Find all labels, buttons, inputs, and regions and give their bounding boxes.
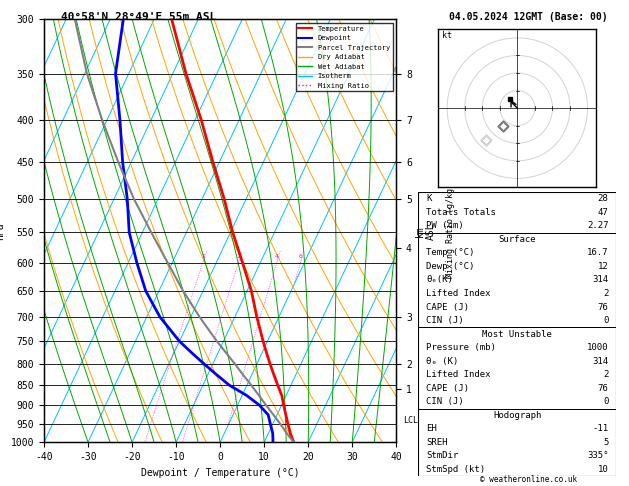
- Text: -11: -11: [593, 424, 608, 434]
- X-axis label: Dewpoint / Temperature (°C): Dewpoint / Temperature (°C): [141, 468, 299, 478]
- Text: 76: 76: [598, 384, 608, 393]
- Text: CAPE (J): CAPE (J): [426, 384, 469, 393]
- Text: Lifted Index: Lifted Index: [426, 370, 491, 379]
- Text: 76: 76: [598, 303, 608, 312]
- Y-axis label: hPa: hPa: [0, 222, 5, 240]
- Text: 0: 0: [603, 398, 608, 406]
- Text: kt: kt: [442, 31, 452, 40]
- Text: LCL: LCL: [403, 416, 418, 425]
- Y-axis label: km
ASL: km ASL: [415, 222, 437, 240]
- Text: EH: EH: [426, 424, 437, 434]
- Legend: Temperature, Dewpoint, Parcel Trajectory, Dry Adiabat, Wet Adiabat, Isotherm, Mi: Temperature, Dewpoint, Parcel Trajectory…: [296, 23, 392, 91]
- Text: Pressure (mb): Pressure (mb): [426, 343, 496, 352]
- Text: 2: 2: [237, 255, 240, 260]
- Text: 2: 2: [603, 289, 608, 298]
- Text: 314: 314: [593, 276, 608, 284]
- Text: 04.05.2024 12GMT (Base: 00): 04.05.2024 12GMT (Base: 00): [449, 12, 608, 22]
- Text: 2: 2: [603, 370, 608, 379]
- Text: θₑ(K): θₑ(K): [426, 276, 453, 284]
- Text: 0: 0: [603, 316, 608, 325]
- Text: PW (cm): PW (cm): [426, 221, 464, 230]
- Text: 40°58'N 28°49'E 55m ASL: 40°58'N 28°49'E 55m ASL: [61, 12, 216, 22]
- Text: Dewp (°C): Dewp (°C): [426, 262, 475, 271]
- Text: Most Unstable: Most Unstable: [482, 330, 552, 339]
- Text: StmDir: StmDir: [426, 451, 459, 460]
- Text: Lifted Index: Lifted Index: [426, 289, 491, 298]
- Text: 5: 5: [603, 438, 608, 447]
- Text: 10: 10: [598, 465, 608, 474]
- Text: SREH: SREH: [426, 438, 448, 447]
- Text: K: K: [426, 194, 431, 203]
- Text: Hodograph: Hodograph: [493, 411, 542, 420]
- Text: CAPE (J): CAPE (J): [426, 303, 469, 312]
- Text: CIN (J): CIN (J): [426, 398, 464, 406]
- Text: θₑ (K): θₑ (K): [426, 357, 459, 365]
- Text: 16.7: 16.7: [587, 248, 608, 258]
- Text: 4: 4: [275, 255, 279, 260]
- Text: 12: 12: [598, 262, 608, 271]
- Text: CIN (J): CIN (J): [426, 316, 464, 325]
- Text: 314: 314: [593, 357, 608, 365]
- Text: 47: 47: [598, 208, 608, 217]
- Text: 335°: 335°: [587, 451, 608, 460]
- Text: Mixing Ratio (g/kg): Mixing Ratio (g/kg): [445, 183, 455, 278]
- Text: Totals Totals: Totals Totals: [426, 208, 496, 217]
- Text: Surface: Surface: [499, 235, 536, 244]
- Text: Temp (°C): Temp (°C): [426, 248, 475, 258]
- Text: StmSpd (kt): StmSpd (kt): [426, 465, 486, 474]
- Text: 1: 1: [201, 255, 204, 260]
- Text: 28: 28: [598, 194, 608, 203]
- Text: 1000: 1000: [587, 343, 608, 352]
- Text: © weatheronline.co.uk: © weatheronline.co.uk: [480, 474, 577, 484]
- Text: 6: 6: [299, 255, 302, 260]
- Text: 2.27: 2.27: [587, 221, 608, 230]
